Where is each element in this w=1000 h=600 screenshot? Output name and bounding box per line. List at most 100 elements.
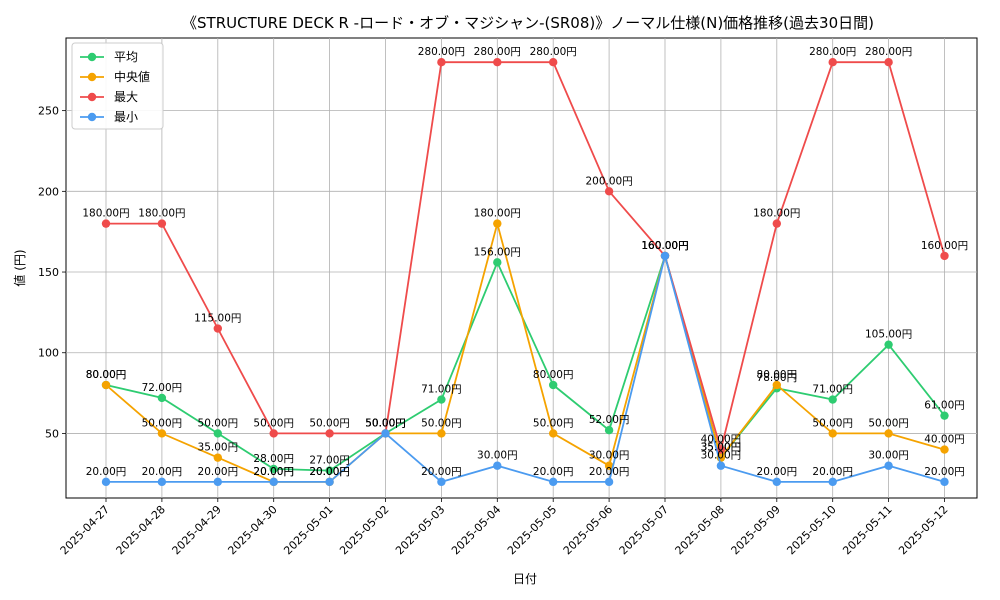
data-label: 156.00円: [474, 246, 521, 258]
data-label: 20.00円: [812, 466, 853, 478]
data-point: [884, 461, 893, 470]
data-point: [549, 380, 558, 390]
data-point: [213, 477, 222, 487]
data-point: [213, 429, 222, 438]
data-point: [437, 477, 446, 487]
data-point: [157, 219, 167, 228]
data-label: 20.00円: [309, 466, 350, 478]
legend-label: 最小: [114, 110, 138, 124]
data-label: 50.00円: [421, 417, 462, 429]
data-label: 180.00円: [474, 208, 521, 220]
data-label: 50.00円: [365, 417, 406, 429]
data-label: 80.00円: [86, 369, 127, 381]
data-label: 20.00円: [253, 466, 294, 478]
x-tick-label: 2025-05-09: [729, 503, 783, 557]
x-tick-label: 2025-05-10: [784, 503, 838, 557]
data-point: [493, 58, 502, 67]
x-tick-label: 2025-04-27: [58, 503, 112, 557]
x-tick-label: 2025-05-05: [505, 503, 559, 557]
data-label: 20.00円: [198, 466, 239, 478]
data-label: 160.00円: [921, 240, 968, 252]
data-point: [213, 453, 222, 462]
x-tick-label: 2025-05-12: [896, 503, 950, 557]
data-label: 280.00円: [418, 46, 465, 58]
data-point: [884, 429, 893, 438]
data-point: [101, 380, 111, 390]
y-tick-label: 50: [45, 427, 59, 440]
series-line: [105, 252, 946, 472]
data-label: 80.00円: [86, 369, 127, 381]
plot-area: [65, 37, 978, 499]
data-point: [940, 411, 949, 420]
chart-title: 《STRUCTURE DECK R -ロード・オブ・マジシャン-(SR08)》ノ…: [182, 14, 874, 32]
data-point: [604, 461, 614, 470]
data-label: 35.00円: [198, 442, 239, 454]
data-point: [157, 429, 167, 438]
data-label: 200.00円: [585, 175, 632, 187]
data-label: 20.00円: [924, 466, 965, 478]
data-label: 160.00円: [641, 240, 688, 252]
series-line: [106, 61, 946, 454]
data-point: [884, 340, 893, 349]
data-label: 20.00円: [421, 466, 462, 478]
data-point: [884, 58, 893, 67]
data-label: 280.00円: [865, 46, 912, 58]
data-point: [772, 380, 781, 390]
data-label: 71.00円: [812, 384, 853, 396]
data-label: 20.00円: [309, 466, 350, 478]
data-label: 35.00円: [701, 442, 742, 454]
data-point: [493, 258, 502, 267]
y-axis-label: 値 (円): [12, 249, 27, 286]
data-point: [269, 464, 278, 474]
data-label: 105.00円: [865, 329, 912, 341]
x-tick-label: 2025-05-03: [393, 503, 447, 557]
y-tick-label: 150: [38, 266, 59, 279]
x-tick-label: 2025-04-30: [225, 503, 279, 557]
x-tick-label: 2025-05-11: [840, 503, 894, 557]
data-point: [604, 477, 614, 487]
x-tick-label: 2025-04-28: [114, 503, 168, 557]
data-point: [660, 251, 670, 261]
series-layer: [101, 58, 949, 487]
legend-marker: [87, 112, 97, 122]
data-point: [772, 219, 781, 228]
legend-marker: [87, 92, 97, 102]
data-label: 40.00円: [701, 434, 742, 446]
data-label: 20.00円: [533, 466, 574, 478]
data-label: 50.00円: [812, 417, 853, 429]
data-label: 50.00円: [365, 417, 406, 429]
x-axis-label: 日付: [513, 572, 537, 586]
data-label: 160.00円: [641, 240, 688, 252]
data-point: [604, 426, 614, 435]
data-label: 50.00円: [533, 417, 574, 429]
legend-label: 最大: [114, 90, 138, 104]
data-label: 180.00円: [82, 208, 129, 220]
data-point: [716, 461, 726, 470]
legend-marker: [87, 52, 97, 62]
data-point: [549, 429, 558, 438]
data-label: 80.00円: [533, 369, 574, 381]
x-tick-label: 2025-05-04: [449, 503, 503, 557]
series-line: [106, 255, 945, 483]
data-label: 20.00円: [86, 466, 127, 478]
data-point: [772, 477, 781, 487]
data-label: 50.00円: [309, 417, 350, 429]
data-point: [828, 58, 837, 67]
data-label: 52.00円: [589, 414, 630, 426]
data-label: 50.00円: [253, 417, 294, 429]
x-tick-label: 2025-05-02: [337, 503, 391, 557]
data-point: [101, 219, 111, 228]
y-tick-label: 250: [38, 105, 59, 118]
data-point: [213, 324, 222, 333]
data-label: 80.00円: [757, 369, 798, 381]
data-point: [549, 477, 558, 487]
data-label: 78.00円: [757, 372, 798, 384]
data-point: [940, 445, 949, 454]
data-label: 50.00円: [198, 417, 239, 429]
x-axis-ticks: 2025-04-27 2025-04-28 2025-04-29 2025-04-30…: [58, 498, 951, 557]
data-point: [828, 429, 837, 438]
series-line: [105, 220, 945, 483]
data-label: 30.00円: [589, 450, 630, 462]
legend-label: 平均: [114, 50, 138, 64]
data-label: 35.00円: [701, 442, 742, 454]
